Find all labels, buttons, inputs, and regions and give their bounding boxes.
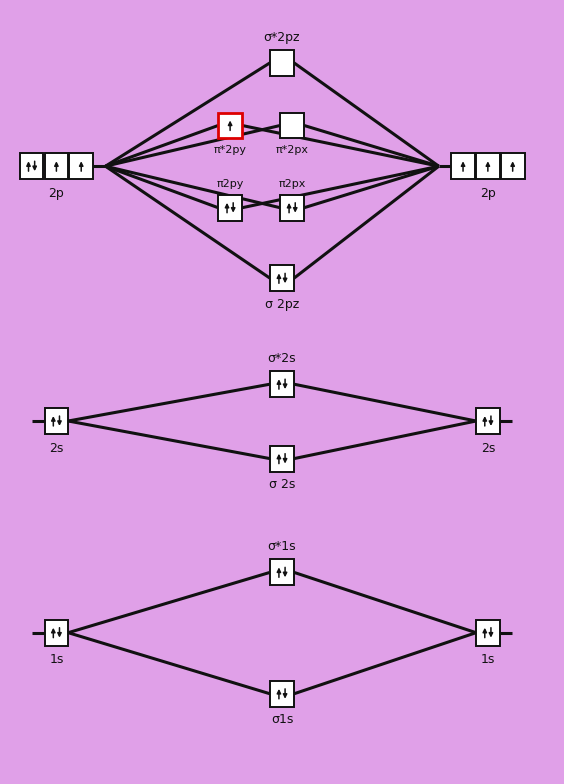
Bar xyxy=(69,153,93,179)
Bar xyxy=(20,153,43,179)
Text: 1s: 1s xyxy=(49,654,64,666)
Text: σ 2s: σ 2s xyxy=(269,478,295,491)
Text: σ*2pz: σ*2pz xyxy=(264,31,300,43)
Bar xyxy=(45,619,68,646)
Bar xyxy=(501,153,525,179)
Text: σ 2pz: σ 2pz xyxy=(265,297,299,310)
Text: 1s: 1s xyxy=(481,654,495,666)
Bar xyxy=(218,195,242,221)
Bar xyxy=(270,265,294,292)
Bar xyxy=(476,153,500,179)
Text: 2s: 2s xyxy=(481,442,495,455)
Bar xyxy=(476,619,500,646)
Text: π2px: π2px xyxy=(279,179,306,189)
Bar xyxy=(280,195,304,221)
Bar xyxy=(270,560,294,585)
Text: 2s: 2s xyxy=(49,442,64,455)
Bar xyxy=(45,408,68,434)
Bar xyxy=(270,372,294,397)
Text: π*2px: π*2px xyxy=(276,145,309,154)
Text: σ1s: σ1s xyxy=(271,713,293,726)
Bar xyxy=(451,153,475,179)
Bar xyxy=(476,408,500,434)
Bar xyxy=(270,445,294,472)
Bar xyxy=(218,112,242,138)
Bar xyxy=(280,112,304,138)
Bar xyxy=(270,681,294,707)
Bar xyxy=(45,153,68,179)
Text: σ*1s: σ*1s xyxy=(268,540,296,554)
Text: 2p: 2p xyxy=(49,187,64,200)
Text: 2p: 2p xyxy=(480,187,496,200)
Bar xyxy=(270,49,294,76)
Text: π*2py: π*2py xyxy=(214,145,246,154)
Text: π2py: π2py xyxy=(217,179,244,189)
Text: σ*2s: σ*2s xyxy=(268,352,296,365)
